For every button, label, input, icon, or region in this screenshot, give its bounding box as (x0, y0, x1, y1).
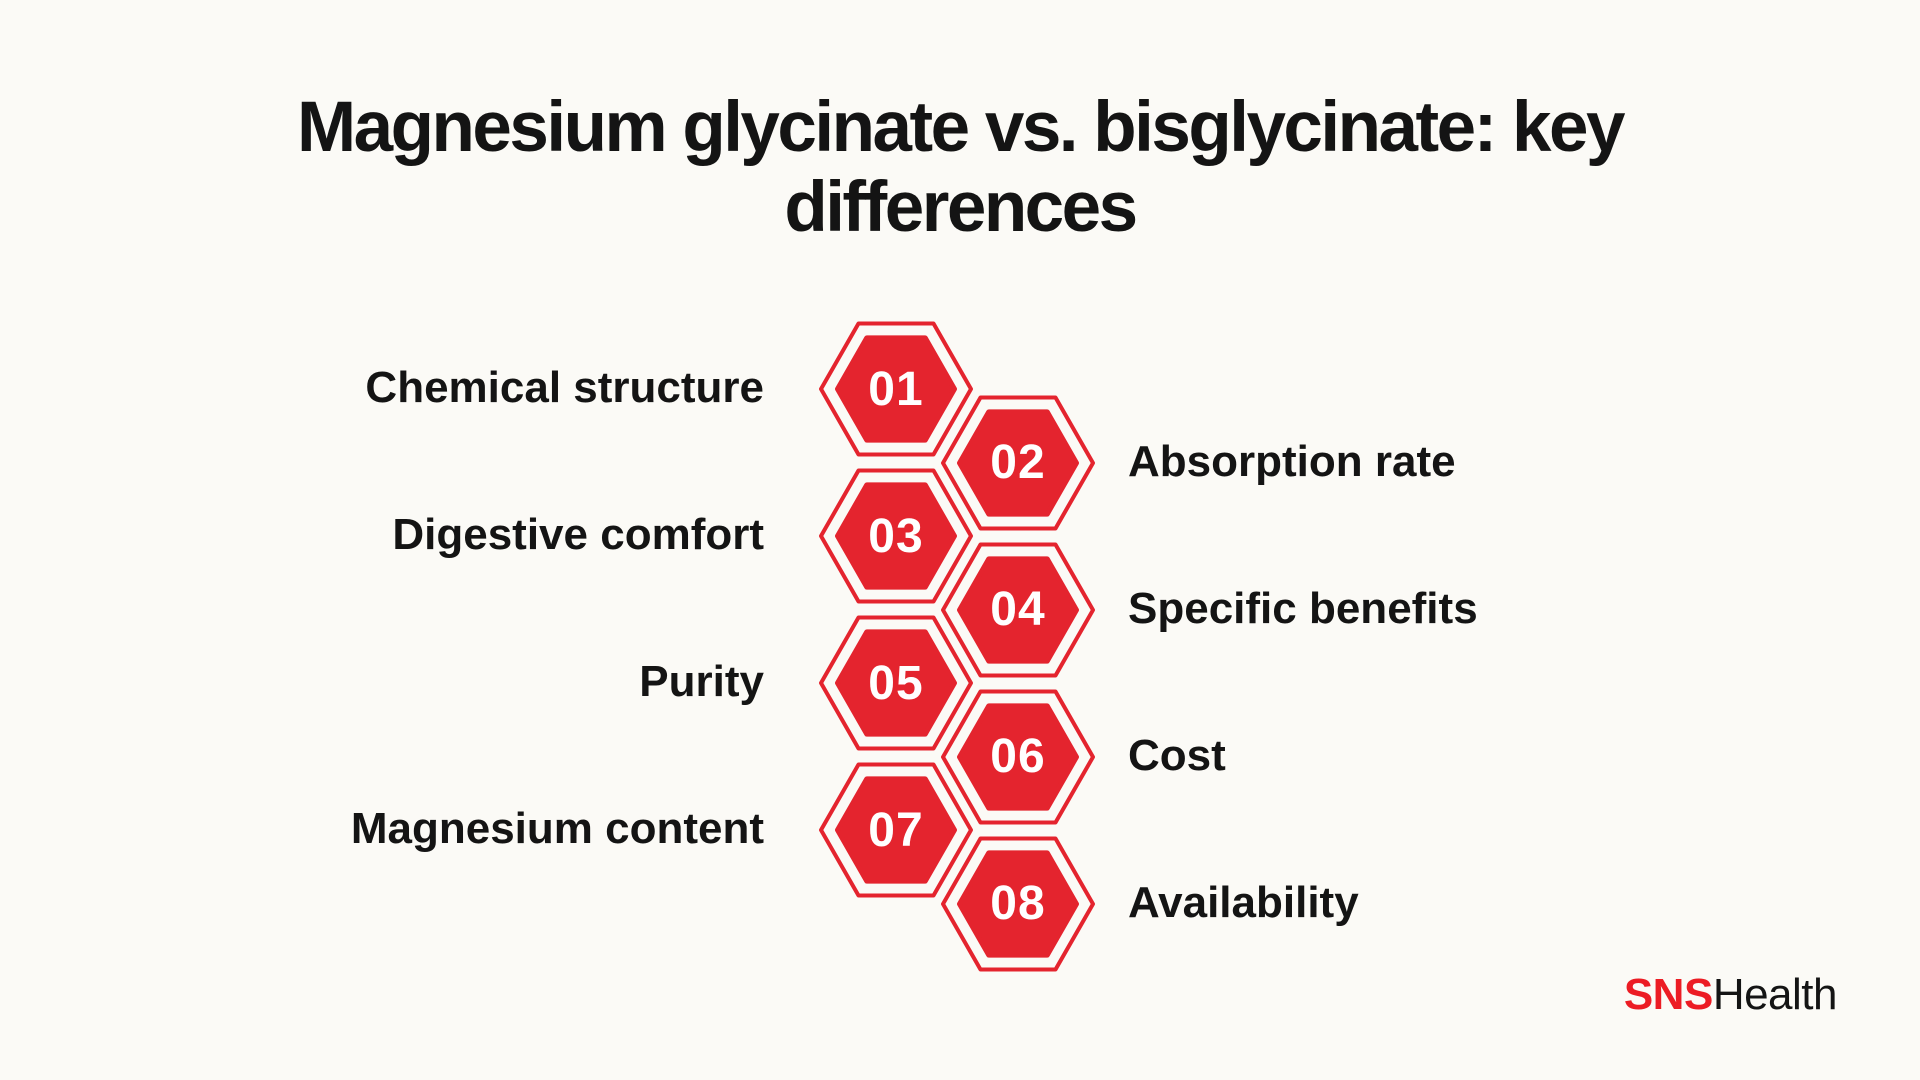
hexagon-number: 07 (868, 803, 924, 857)
hexagon-number: 02 (990, 436, 1046, 489)
hexagon-badge: 06 (939, 686, 1097, 828)
difference-label: Magnesium content (350, 804, 764, 853)
difference-label: Specific benefits (1128, 583, 1478, 633)
difference-label: Purity (639, 657, 764, 706)
hexagon-badge: 02 (939, 392, 1097, 534)
brand-logo: SNSHealth (1623, 970, 1838, 1020)
hexagon-badge: 08 (939, 833, 1097, 975)
hexagon-number: 04 (990, 583, 1046, 636)
hexagon-icon (941, 836, 1095, 971)
hexagon-number: 03 (868, 509, 924, 563)
hexagon-icon (941, 689, 1095, 824)
hexagon-badge: 03 (817, 465, 975, 607)
hexagon-badge: 05 (817, 612, 975, 754)
page-title-line-1: Magnesium glycinate vs. bisglycinate: ke… (297, 88, 1625, 167)
hexagon-icon (941, 542, 1095, 677)
hexagon-number: 08 (990, 877, 1046, 930)
hexagon-icon (941, 395, 1095, 530)
hexagon-icon (819, 615, 973, 751)
hexagon-number: 05 (868, 656, 924, 710)
hexagon-badge: 01 (817, 318, 975, 460)
hexagon-number: 06 (990, 730, 1046, 783)
difference-label: Availability (1128, 877, 1359, 927)
difference-label: Digestive comfort (392, 510, 764, 559)
hexagon-icon (819, 321, 973, 457)
page-title-line-2: differences (784, 167, 1138, 247)
hexagon-badge: 07 (817, 759, 975, 901)
brand-logo-health: Health (1712, 970, 1838, 1019)
hexagon-icon (819, 762, 973, 898)
difference-label: Cost (1128, 730, 1226, 780)
page-title: Magnesium glycinate vs. bisglycinate: ke… (0, 88, 1920, 247)
difference-label: Chemical structure (365, 363, 764, 412)
brand-logo-sns: SNS (1623, 970, 1713, 1019)
hexagon-icon (819, 468, 973, 604)
difference-label: Absorption rate (1128, 436, 1456, 486)
hexagon-number: 01 (868, 362, 924, 416)
hexagon-badge: 04 (939, 539, 1097, 681)
